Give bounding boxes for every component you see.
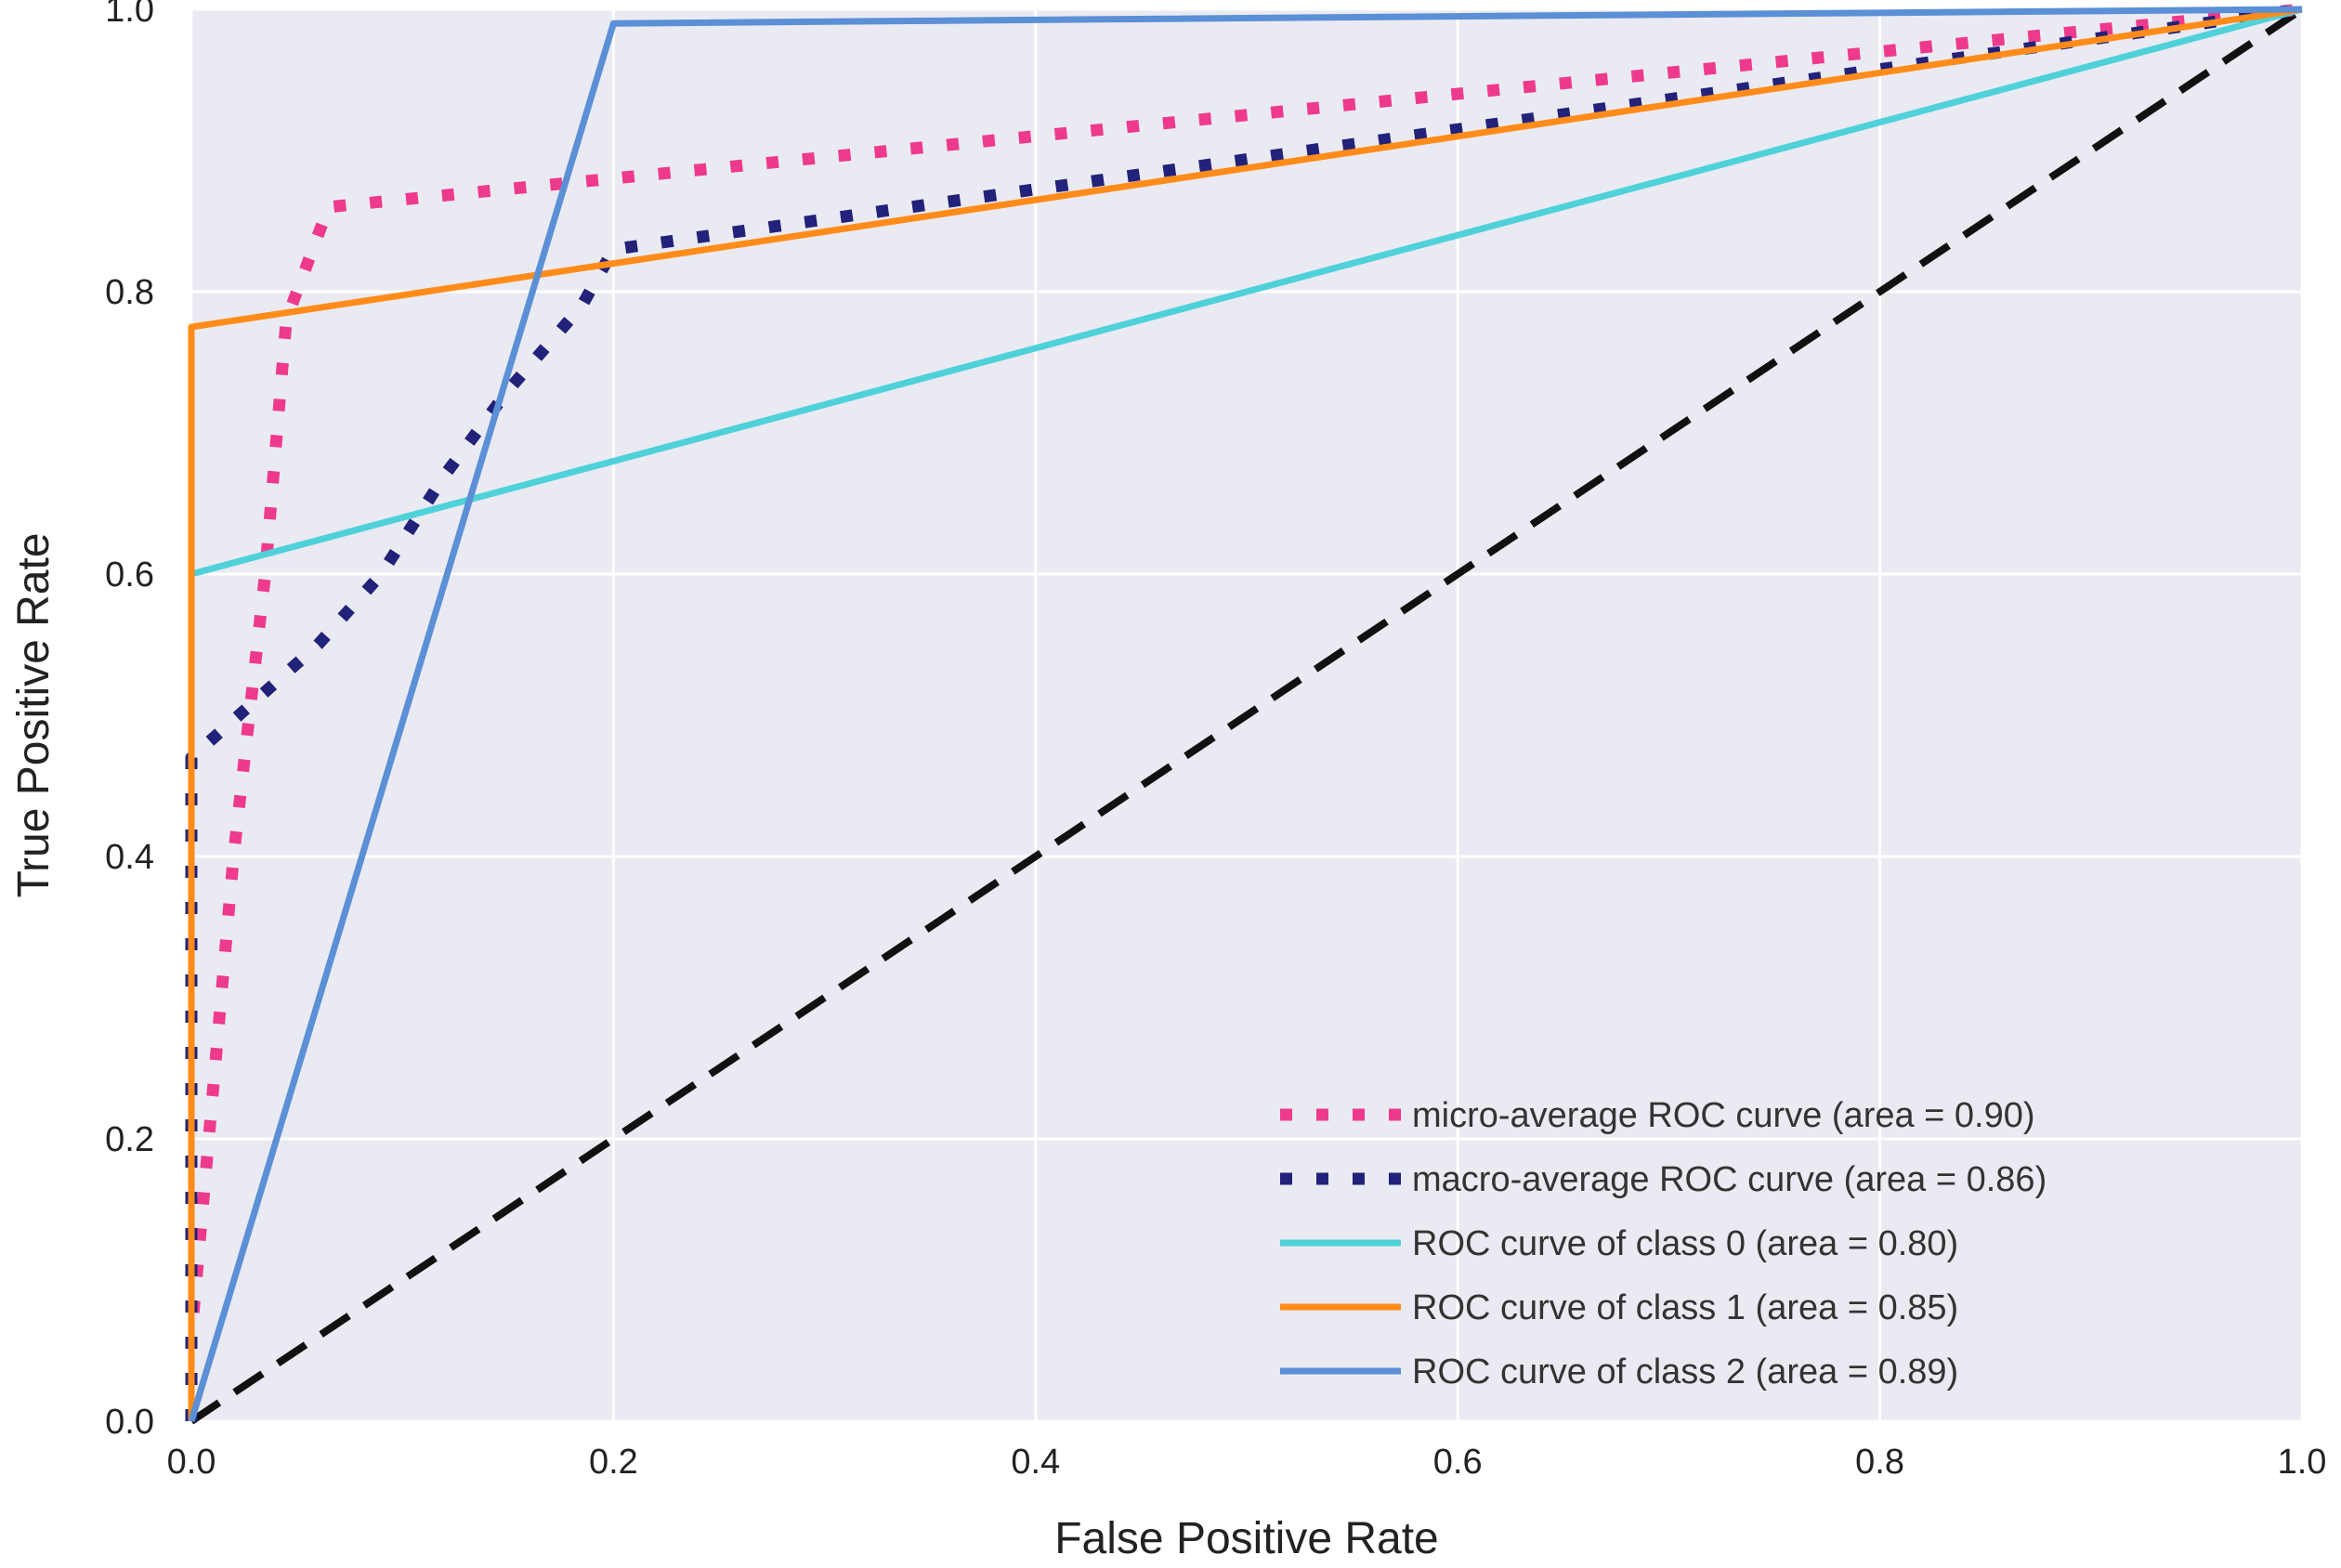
y-tick-label: 1.0 xyxy=(105,0,154,30)
legend-label: macro-average ROC curve (area = 0.86) xyxy=(1412,1160,2047,1199)
y-axis-label: True Positive Rate xyxy=(9,532,59,897)
y-tick-label: 0.4 xyxy=(105,838,154,877)
series-layer xyxy=(185,3,2305,1425)
y-tick-label: 0.2 xyxy=(105,1120,154,1159)
legend: micro-average ROC curve (area = 0.90) mac… xyxy=(1280,1096,2047,1392)
y-tick-label: 0.8 xyxy=(105,273,154,312)
legend-label: micro-average ROC curve (area = 0.90) xyxy=(1412,1096,2035,1135)
x-tick-label: 0.2 xyxy=(589,1443,638,1482)
x-tick-label: 0.4 xyxy=(1011,1443,1060,1482)
legend-label: ROC curve of class 1 (area = 0.85) xyxy=(1412,1288,1958,1327)
series-line xyxy=(188,6,2303,1423)
x-tick-label: 1.0 xyxy=(2278,1443,2327,1482)
series-line xyxy=(185,3,2303,1421)
y-tick-label: 0.0 xyxy=(105,1403,154,1442)
x-tick-label: 0.8 xyxy=(1855,1443,1904,1482)
x-tick-label: 0.0 xyxy=(167,1443,216,1482)
y-tick-labels: 0.0 0.2 0.4 0.6 0.8 1.0 xyxy=(105,0,154,1442)
x-tick-labels: 0.0 0.2 0.4 0.6 0.8 1.0 xyxy=(167,1443,2327,1482)
series-line xyxy=(189,6,2305,1425)
x-tick-label: 0.6 xyxy=(1433,1443,1483,1482)
legend-label: ROC curve of class 0 (area = 0.80) xyxy=(1412,1224,1958,1263)
x-axis-label: False Positive Rate xyxy=(1054,1514,1439,1563)
y-tick-label: 0.6 xyxy=(105,555,154,595)
legend-label: ROC curve of class 2 (area = 0.89) xyxy=(1412,1352,1958,1392)
series-line xyxy=(188,6,2303,1421)
